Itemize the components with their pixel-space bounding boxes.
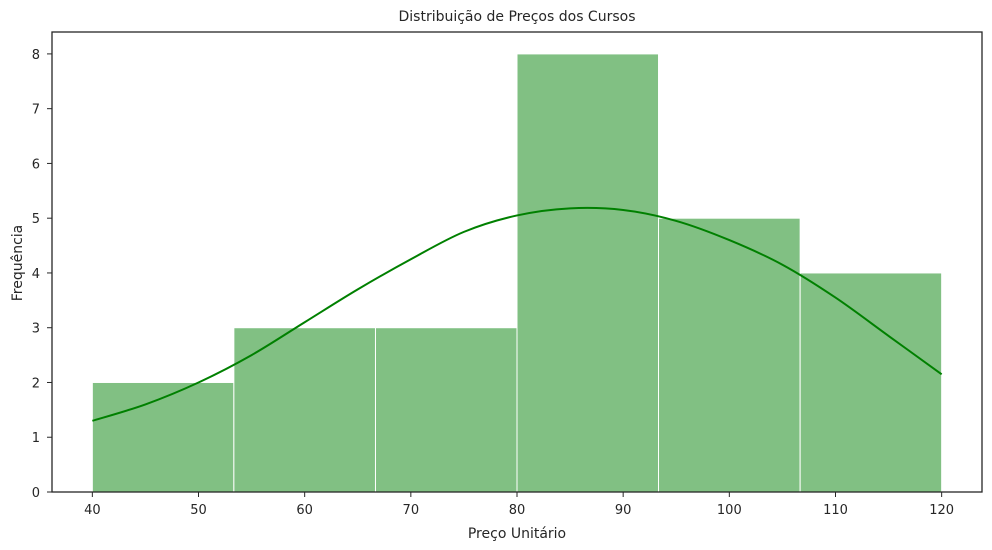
y-tick-label: 1 (32, 431, 40, 446)
x-tick-label: 50 (190, 503, 207, 518)
x-axis-label: Preço Unitário (468, 526, 566, 542)
y-tick-label: 3 (32, 322, 40, 337)
x-tick-label: 100 (717, 503, 742, 518)
x-tick-label: 120 (929, 503, 954, 518)
x-tick-label: 60 (296, 503, 313, 518)
x-tick-label: 90 (615, 503, 632, 518)
histogram-bar-3 (374, 327, 518, 493)
histogram-bar-4 (516, 53, 660, 493)
y-axis-ticks: 0 1 2 3 4 5 6 7 8 (32, 48, 52, 501)
x-tick-label: 40 (84, 503, 101, 518)
x-axis-ticks: 40 50 60 70 80 90 100 110 120 (84, 492, 954, 518)
x-tick-label: 80 (509, 503, 526, 518)
histogram-bar-1 (91, 381, 235, 493)
y-tick-label: 8 (32, 48, 40, 63)
x-tick-label: 110 (823, 503, 848, 518)
y-tick-label: 6 (32, 157, 40, 172)
y-tick-label: 4 (32, 267, 40, 282)
histogram-bar-2 (233, 327, 376, 493)
chart-title: Distribuição de Preços dos Cursos (398, 9, 635, 25)
histogram-bar-6 (799, 272, 943, 493)
kde-curve (92, 206, 943, 422)
histogram-bar-5 (658, 217, 801, 493)
x-tick-label: 70 (403, 503, 420, 518)
y-tick-label: 0 (32, 486, 40, 501)
y-axis-label: Frequência (10, 225, 26, 302)
bars-group (91, 53, 943, 493)
y-tick-label: 2 (32, 376, 40, 391)
y-tick-label: 5 (32, 212, 40, 227)
y-tick-label: 7 (32, 103, 40, 118)
